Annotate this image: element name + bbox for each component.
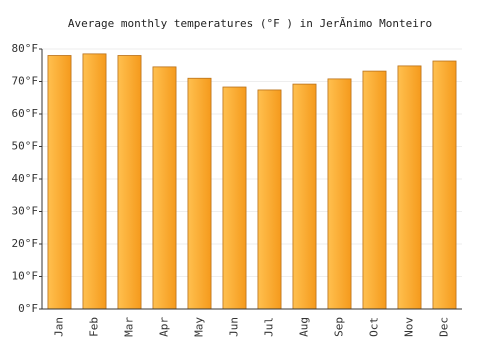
y-tick-label: 10°F [12,270,39,283]
bar [432,60,457,310]
bar [362,70,387,310]
x-tick-label: Apr [158,317,171,337]
x-tick-label: Sep [333,317,346,337]
x-tick-label: Jul [263,317,276,337]
chart-title: Average monthly temperatures (°F ) in Je… [68,17,432,30]
bar [327,78,352,310]
bar [117,55,142,310]
y-tick-label: 60°F [12,107,39,120]
bar [82,53,107,310]
bar [397,65,422,310]
bar [292,83,317,310]
x-tick-label: Jan [53,317,66,337]
bar [257,89,282,310]
x-tick-label: Feb [88,317,101,337]
x-tick-label: Aug [298,317,311,337]
bar [47,55,72,310]
bar [152,66,177,310]
bar [187,77,212,310]
y-tick-label: 70°F [12,75,39,88]
y-tick-label: 0°F [18,302,38,315]
y-tick-label: 40°F [12,172,39,185]
x-tick-label: Oct [368,317,381,337]
x-tick-label: May [193,317,206,337]
x-tick-label: Mar [123,317,136,337]
bar [222,86,247,310]
x-tick-label: Nov [403,317,416,337]
y-tick-label: 20°F [12,237,39,250]
y-tick-label: 30°F [12,205,39,218]
y-tick-label: 80°F [12,42,39,55]
y-tick-label: 50°F [12,140,39,153]
x-tick-label: Dec [438,317,451,337]
x-tick-label: Jun [228,317,241,337]
